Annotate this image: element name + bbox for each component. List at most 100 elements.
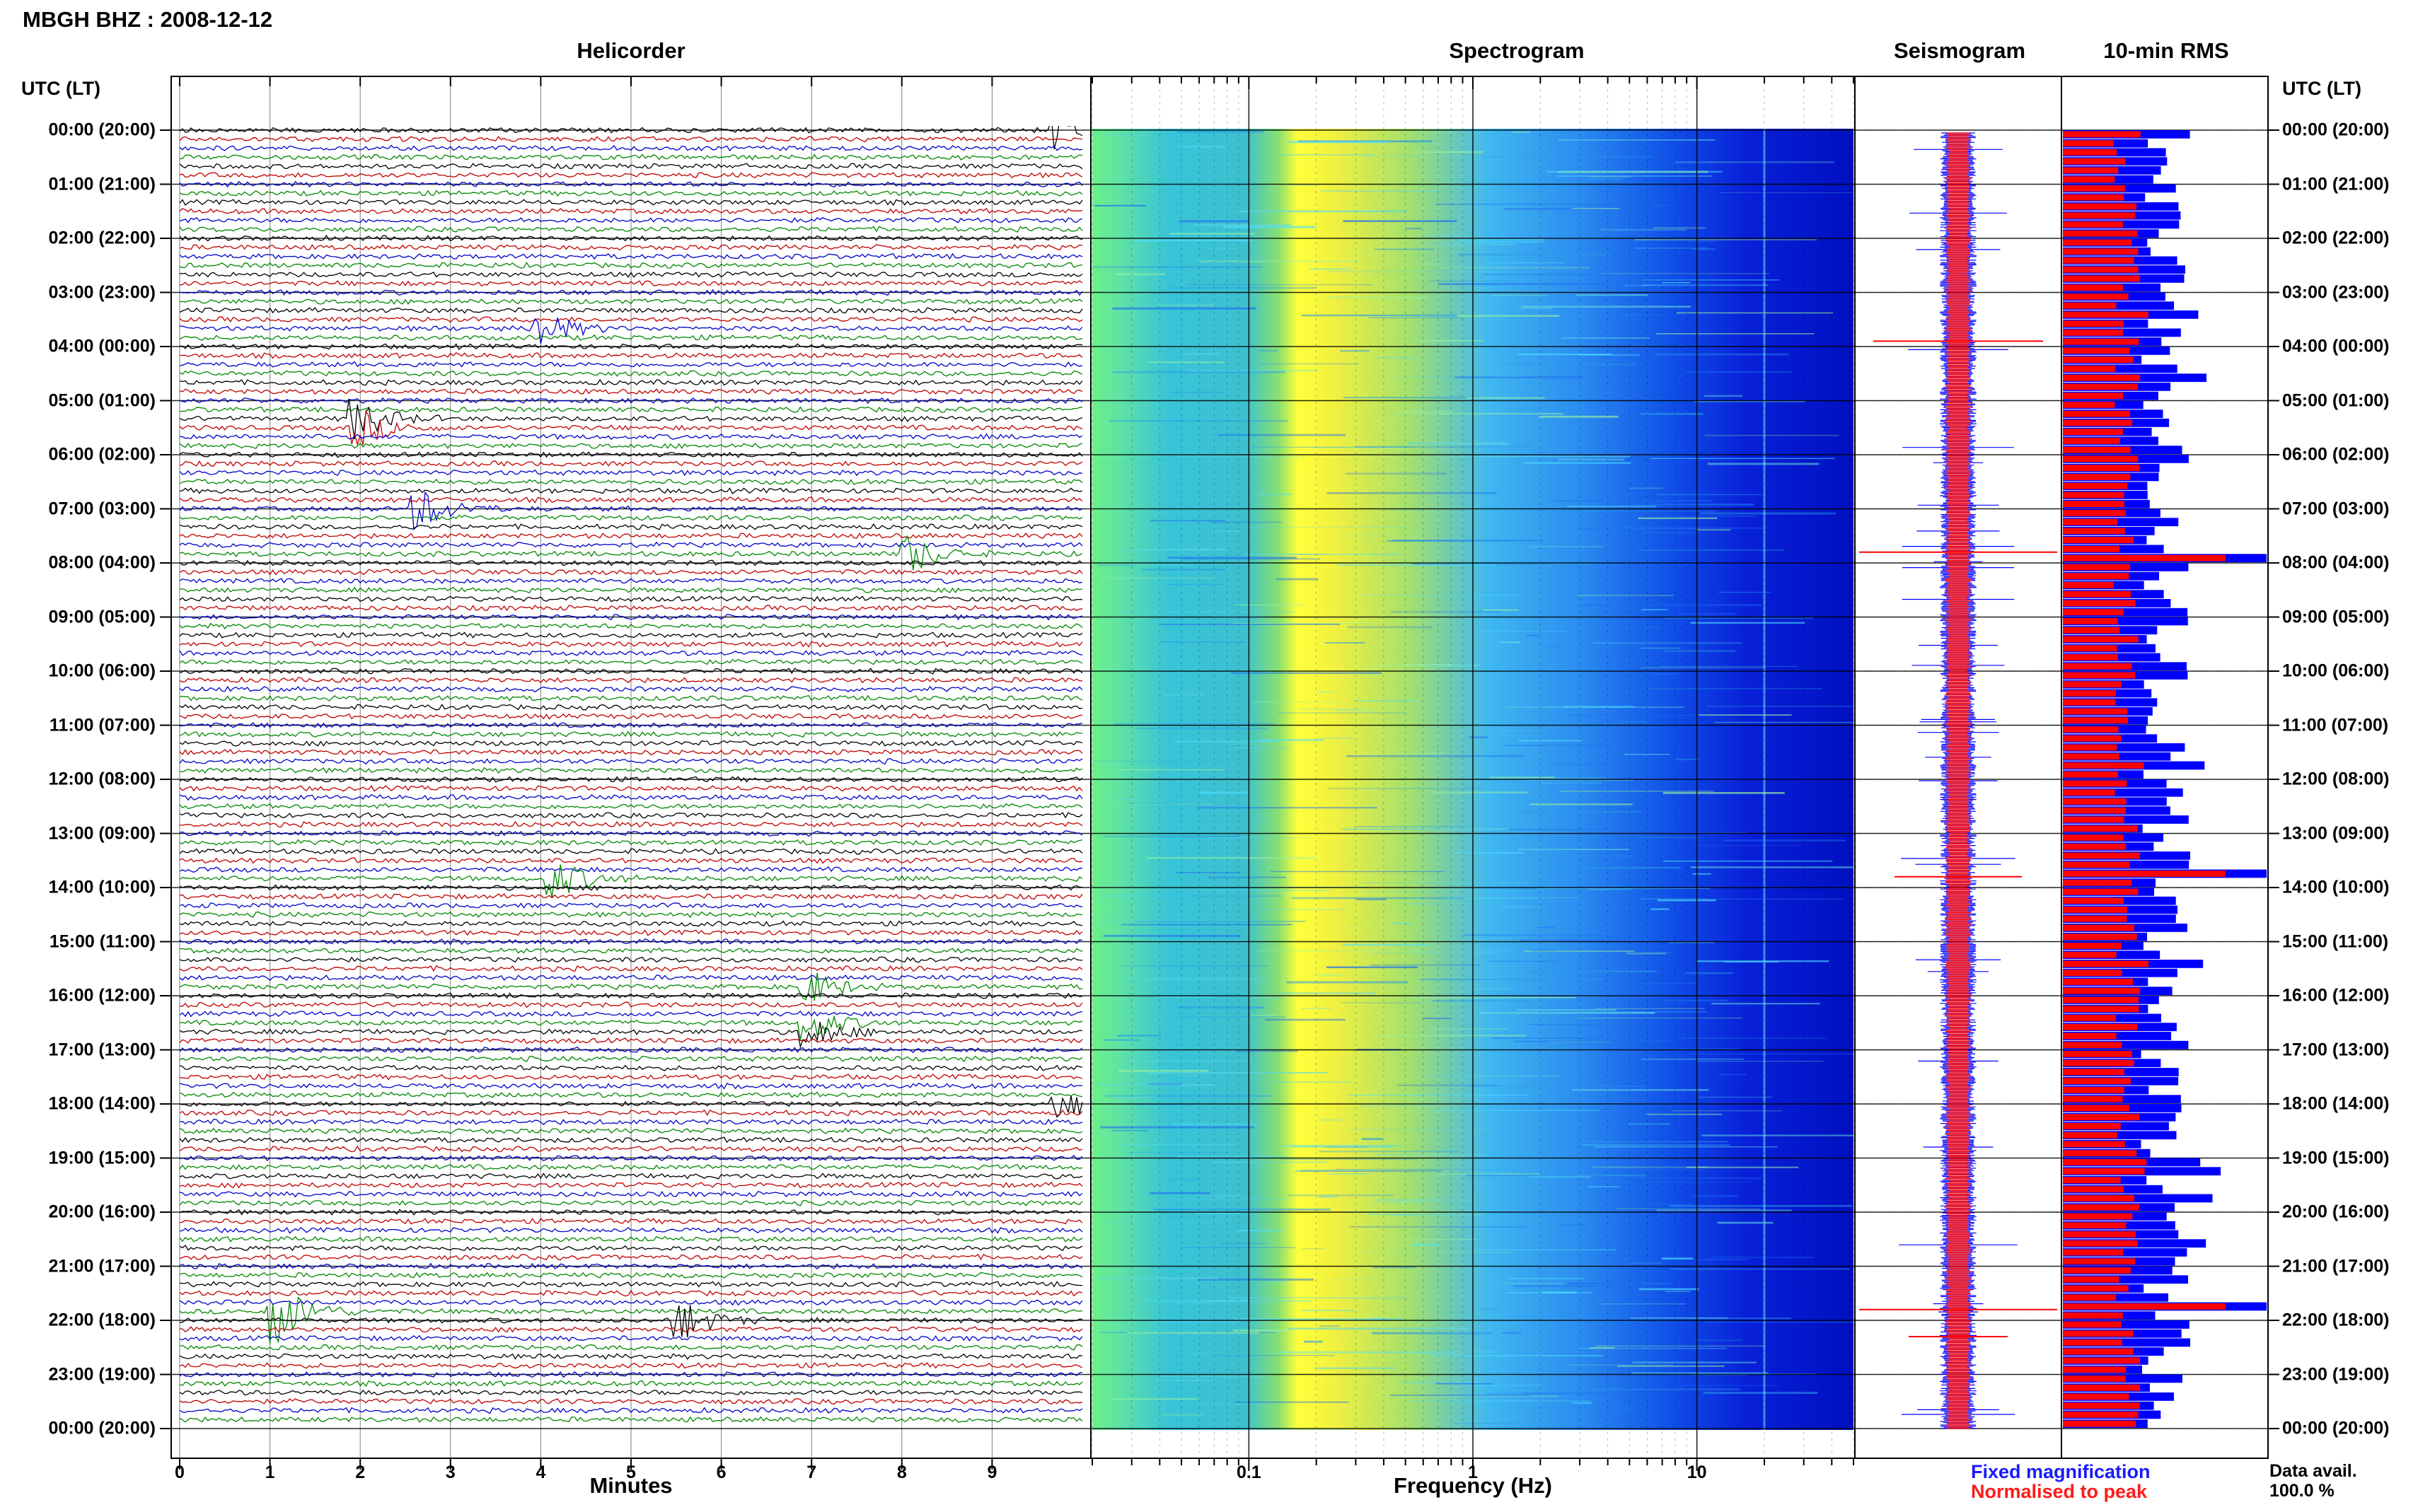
time-tick-label: 18:00 (14:00) bbox=[48, 1093, 156, 1114]
helicorder-trace bbox=[180, 1064, 1083, 1071]
rms-bar-normalised bbox=[2063, 1393, 2129, 1400]
rms-bar-normalised bbox=[2063, 1095, 2123, 1103]
time-tick-label: 00:00 (20:00) bbox=[2282, 120, 2390, 140]
helicorder-trace bbox=[180, 243, 1083, 251]
rms-bar-normalised bbox=[2063, 402, 2115, 408]
rms-bar-normalised bbox=[2063, 176, 2115, 183]
rms-bar-fixed bbox=[2063, 1194, 2213, 1203]
helicorder-trace bbox=[180, 569, 1083, 576]
helicorder-trace bbox=[180, 1173, 1083, 1180]
legend-fixed-magnification: Fixed magnification bbox=[1971, 1461, 2151, 1482]
helicorder-trace bbox=[180, 289, 1083, 296]
helicorder-trace bbox=[180, 577, 1083, 585]
rms-bar-normalised bbox=[2063, 1321, 2122, 1328]
helicorder-trace bbox=[180, 749, 1083, 756]
rms-bar-normalised bbox=[2063, 753, 2119, 760]
rms-bar-normalised bbox=[2063, 474, 2131, 480]
panel-title-seismogram: Seismogram bbox=[1893, 38, 2026, 63]
helicorder-trace bbox=[180, 685, 1083, 693]
helicorder-trace bbox=[180, 172, 1083, 179]
time-tick-label: 10:00 (06:00) bbox=[48, 661, 156, 681]
helicorder-trace bbox=[180, 1001, 1083, 1008]
helicorder-trace bbox=[180, 1326, 1083, 1333]
data-availability-value: 100.0 % bbox=[2269, 1481, 2335, 1501]
helicorder-trace bbox=[180, 803, 1083, 810]
time-tick-label: 10:00 (06:00) bbox=[2282, 661, 2390, 681]
rms-bar-normalised bbox=[2063, 482, 2128, 489]
time-tick-label: 16:00 (12:00) bbox=[48, 985, 156, 1006]
helicorder-trace bbox=[180, 361, 1083, 368]
helicorder-trace bbox=[180, 1046, 1083, 1054]
rms-bar-normalised bbox=[2063, 275, 2140, 282]
helicorder-trace bbox=[180, 126, 1083, 150]
rms-bar-fixed bbox=[2063, 1320, 2189, 1329]
time-tick-label: 15:00 (11:00) bbox=[2282, 931, 2389, 951]
helicorder-trace bbox=[180, 207, 1083, 215]
helicorder-trace bbox=[180, 1334, 1083, 1342]
grid-lines bbox=[160, 76, 2279, 1458]
frequency-tick-label: 10 bbox=[1687, 1462, 1707, 1482]
minutes-tick-label: 6 bbox=[716, 1462, 727, 1482]
rms-bar-normalised bbox=[2063, 284, 2123, 291]
rms-bar-normalised bbox=[2063, 654, 2118, 661]
time-tick-label: 14:00 (10:00) bbox=[48, 877, 156, 897]
helicorder-trace bbox=[180, 451, 1083, 458]
helicorder-trace bbox=[180, 893, 1083, 900]
rms-bar-fixed bbox=[2063, 1032, 2172, 1040]
rms-bar-normalised bbox=[2063, 230, 2138, 237]
time-tick-label: 18:00 (14:00) bbox=[2282, 1093, 2390, 1114]
time-tick-label: 20:00 (16:00) bbox=[2282, 1202, 2390, 1222]
rms-bar-normalised bbox=[2063, 879, 2132, 886]
time-tick-label: 01:00 (21:00) bbox=[48, 174, 156, 194]
helicorder-trace bbox=[180, 343, 1083, 351]
helicorder-trace bbox=[180, 1245, 1083, 1252]
time-tick-label: 09:00 (05:00) bbox=[48, 607, 156, 627]
rms-bar-normalised bbox=[2063, 907, 2127, 913]
rms-bar-normalised bbox=[2063, 1384, 2141, 1391]
rms-bar-normalised bbox=[2063, 1015, 2116, 1021]
minutes-tick-label: 8 bbox=[896, 1462, 907, 1482]
rms-bar-normalised bbox=[2063, 212, 2136, 219]
rms-bar-normalised bbox=[2063, 564, 2131, 571]
helicorder-trace bbox=[180, 496, 1083, 504]
helicorder-trace bbox=[180, 226, 1083, 233]
rms-bar-normalised bbox=[2063, 149, 2117, 156]
helicorder-trace bbox=[180, 1145, 1083, 1153]
helicorder-trace bbox=[180, 972, 1082, 1001]
helicorder-trace bbox=[180, 1010, 1083, 1018]
helicorder-trace bbox=[180, 442, 1083, 449]
rms-bar-normalised bbox=[2063, 996, 2139, 1004]
rms-bar-normalised bbox=[2063, 807, 2127, 814]
helicorder-trace bbox=[180, 1407, 1083, 1414]
time-tick-label: 23:00 (19:00) bbox=[2282, 1364, 2390, 1384]
rms-bar-normalised bbox=[2063, 528, 2125, 535]
rms-bar-normalised bbox=[2063, 1204, 2139, 1211]
helicorder-trace bbox=[180, 1218, 1083, 1225]
helicorder-trace bbox=[180, 731, 1083, 738]
rms-bar-normalised bbox=[2063, 1159, 2147, 1165]
rms-bar-normalised bbox=[2063, 374, 2141, 381]
rms-bar-normalised bbox=[2063, 1177, 2121, 1184]
rms-bar-normalised bbox=[2063, 410, 2130, 417]
time-axis-title-left: UTC (LT) bbox=[21, 78, 100, 99]
helicorder-trace bbox=[180, 234, 1083, 242]
panel-title-rms: 10-min RMS bbox=[2103, 38, 2229, 63]
rms-bar-normalised bbox=[2063, 735, 2122, 742]
helicorder-trace bbox=[180, 433, 1083, 441]
time-tick-label: 06:00 (02:00) bbox=[2282, 444, 2390, 465]
rms-bar-normalised bbox=[2063, 1276, 2119, 1283]
helicorder-trace bbox=[180, 298, 1083, 305]
rms-bar-normalised bbox=[2063, 185, 2125, 192]
time-tick-label: 11:00 (07:00) bbox=[49, 715, 156, 735]
rms-bar-normalised bbox=[2063, 131, 2141, 138]
helicorder-trace bbox=[180, 866, 1083, 873]
helicorder-trace bbox=[180, 180, 1083, 188]
helicorder-trace bbox=[180, 1398, 1083, 1405]
rms-bar-normalised bbox=[2063, 330, 2123, 336]
rms-bar-normalised bbox=[2063, 1114, 2140, 1121]
helicorder-trace bbox=[180, 1021, 1083, 1049]
time-tick-label: 09:00 (05:00) bbox=[2282, 607, 2390, 627]
rms-bar-normalised bbox=[2063, 1420, 2136, 1427]
time-tick-label: 17:00 (13:00) bbox=[2282, 1040, 2390, 1059]
time-tick-label: 14:00 (10:00) bbox=[2282, 877, 2390, 897]
